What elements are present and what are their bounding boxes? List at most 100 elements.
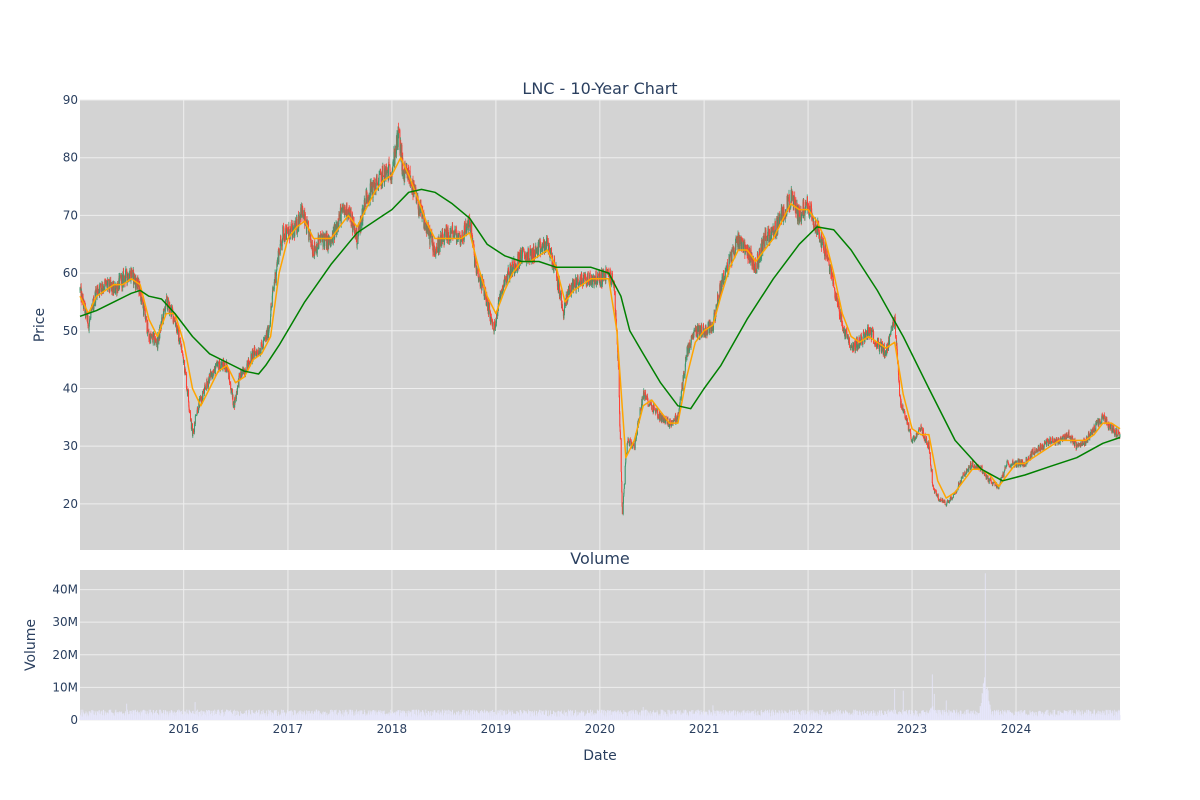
candle-body (1066, 433, 1068, 438)
candle-body (685, 357, 687, 361)
candle-body (662, 414, 664, 420)
candle-body (988, 479, 990, 483)
candle-body (215, 363, 217, 370)
candle-body (960, 477, 962, 483)
candle-body (642, 393, 644, 399)
candle-body (1050, 442, 1052, 444)
candle-body (138, 291, 140, 294)
candle-body (548, 245, 550, 254)
candle-body (762, 244, 764, 253)
candle-body (673, 420, 675, 422)
candle-body (797, 205, 799, 222)
candle-body (934, 490, 936, 492)
candle-body (789, 206, 791, 209)
candle-body (821, 243, 823, 248)
candle-body (310, 241, 312, 247)
candle-body (213, 367, 215, 372)
candle-body (930, 458, 932, 466)
candle-body (677, 413, 679, 414)
candle-body (310, 232, 312, 243)
candle-body (1067, 433, 1069, 436)
candle-body (279, 244, 281, 255)
candle-body (790, 195, 792, 206)
candle-body (175, 323, 177, 326)
candle-body (670, 423, 672, 427)
candle-body (188, 401, 190, 407)
candle-body (649, 402, 651, 405)
candle-body (988, 479, 990, 480)
candle-body (766, 238, 768, 245)
candle-body (246, 360, 248, 369)
candle-body (131, 269, 133, 278)
candle-body (836, 298, 838, 305)
candle-body (807, 196, 809, 205)
candle-body (340, 210, 342, 224)
candle-body (1065, 434, 1067, 438)
candle-body (1020, 460, 1022, 464)
candle-body (869, 330, 871, 333)
candle-body (619, 426, 621, 432)
candle-body (795, 199, 797, 213)
candle-body (144, 309, 146, 319)
candle-body (765, 229, 767, 238)
candle-body (211, 373, 213, 376)
candle-body (682, 376, 684, 390)
candle-body (660, 413, 662, 421)
candle-body (804, 212, 806, 216)
candle-body (418, 208, 420, 215)
candle-body (968, 466, 970, 468)
candle-body (621, 471, 623, 482)
candle-body (938, 499, 940, 501)
candle-body (454, 229, 456, 236)
candle-body (964, 472, 966, 476)
candle-body (145, 316, 147, 321)
candle-body (1003, 472, 1005, 477)
candle-body (908, 430, 910, 432)
candle-body (809, 205, 811, 213)
candle-body (860, 335, 862, 338)
candle-body (719, 284, 721, 295)
candle-body (139, 284, 141, 296)
candle-body (928, 442, 930, 449)
candle-body (615, 313, 617, 320)
candle-body (476, 269, 478, 274)
candle-body (504, 278, 506, 280)
candle-body (430, 232, 432, 236)
candle-body (688, 350, 690, 353)
candle-body (146, 316, 148, 321)
candle-body (176, 325, 178, 333)
candle-body (723, 277, 725, 283)
candle-body (861, 337, 863, 343)
candle-body (622, 502, 624, 515)
candle-body (932, 482, 934, 486)
candle-body (1058, 441, 1060, 444)
candle-body (534, 247, 536, 259)
candle-body (344, 206, 346, 215)
candle-body (453, 233, 455, 236)
candle-body (438, 238, 440, 249)
candle-body (360, 224, 362, 229)
candle-body (275, 272, 277, 283)
candle-body (409, 182, 411, 184)
candle-body (938, 499, 940, 501)
candle-body (290, 224, 292, 229)
candle-body (663, 416, 665, 423)
candle-body (99, 283, 101, 286)
candle-body (1020, 463, 1022, 466)
candle-body (246, 364, 248, 373)
candle-body (605, 270, 607, 272)
candle-body (452, 230, 454, 238)
candle-body (163, 309, 165, 311)
candle-body (709, 321, 711, 328)
candle-body (849, 344, 851, 348)
candle-body (463, 225, 465, 240)
candle-body (208, 374, 210, 384)
candle-body (346, 203, 348, 218)
candle-body (623, 484, 625, 489)
candle-body (875, 342, 877, 344)
candle-body (695, 327, 697, 337)
candle-body (896, 348, 898, 353)
candle-body (629, 438, 631, 441)
candle-body (490, 317, 492, 322)
candle-body (976, 466, 978, 469)
